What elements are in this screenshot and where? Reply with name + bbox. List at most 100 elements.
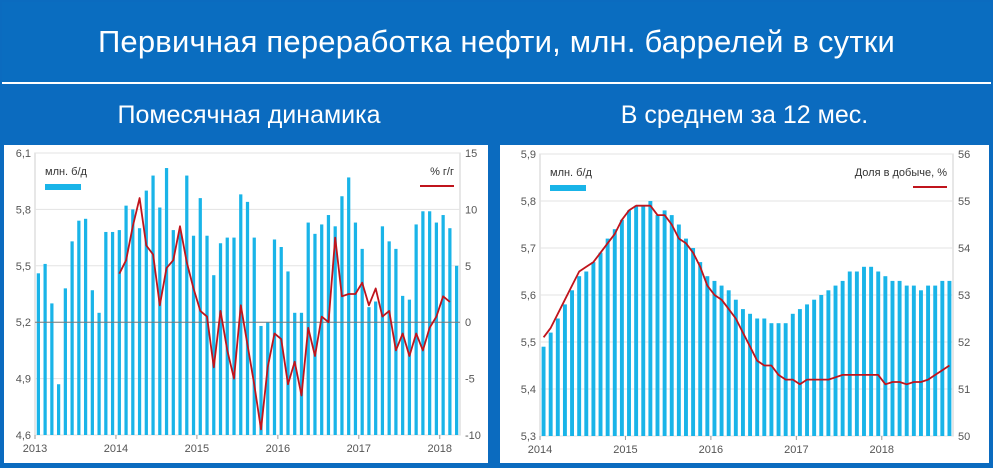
subtitle-monthly: Помесячная динамика bbox=[117, 100, 381, 129]
legend-bar-label: млн. б/д bbox=[550, 167, 593, 179]
bar bbox=[340, 196, 344, 435]
bar bbox=[904, 285, 909, 436]
y-left-tick-label: 6,1 bbox=[16, 148, 31, 160]
bar bbox=[63, 288, 67, 435]
bar bbox=[407, 299, 412, 435]
bar bbox=[320, 224, 324, 435]
bar bbox=[43, 263, 47, 435]
bar bbox=[353, 222, 358, 435]
bar bbox=[698, 262, 703, 436]
bar bbox=[293, 312, 297, 435]
bar bbox=[380, 226, 385, 435]
y-left-tick-label: 4,6 bbox=[16, 430, 31, 442]
average-chart-panel: 5,3 5,4 5,5 5,6 5,7 5,8 5,9 50 51 52 53 54 55 56 2014 2… bbox=[500, 145, 989, 463]
x-tick-label: 2015 bbox=[185, 443, 209, 455]
bar bbox=[90, 290, 94, 435]
bar bbox=[897, 280, 902, 436]
bar bbox=[313, 233, 317, 435]
bar bbox=[641, 205, 646, 436]
bar bbox=[83, 218, 88, 435]
bar bbox=[691, 248, 696, 436]
legend-line-label: % г/г bbox=[430, 166, 454, 178]
bar bbox=[918, 290, 923, 436]
y-right-tick-label: 15 bbox=[465, 148, 477, 160]
x-tick-label: 2013 bbox=[23, 443, 47, 455]
legend-line-label: Доля в добыче, % bbox=[855, 167, 947, 179]
x-tick-label: 2014 bbox=[528, 444, 552, 456]
bar bbox=[762, 318, 767, 436]
bar bbox=[940, 280, 945, 436]
bar bbox=[748, 313, 753, 436]
bar bbox=[212, 275, 216, 435]
bar bbox=[705, 276, 710, 436]
bar bbox=[326, 215, 331, 435]
y-left-tick-label: 5,6 bbox=[521, 290, 536, 302]
bar bbox=[627, 210, 631, 436]
bar bbox=[577, 276, 582, 436]
bar bbox=[387, 241, 391, 435]
bar bbox=[110, 231, 115, 435]
bar bbox=[669, 215, 674, 436]
average-chart: 5,3 5,4 5,5 5,6 5,7 5,8 5,9 50 51 52 53 54 55 56 2014 2… bbox=[521, 149, 971, 456]
bar bbox=[797, 309, 802, 436]
y-left-tick-label: 5,5 bbox=[16, 261, 31, 273]
bar bbox=[36, 273, 40, 435]
bar bbox=[584, 271, 589, 436]
bar bbox=[104, 231, 108, 435]
bar bbox=[869, 266, 874, 436]
bar bbox=[840, 280, 845, 436]
bar bbox=[191, 235, 196, 435]
bar bbox=[591, 262, 596, 436]
y-right-tick-label: 0 bbox=[465, 317, 471, 329]
bar bbox=[185, 175, 189, 435]
x-tick-label: 2018 bbox=[870, 444, 894, 456]
bar bbox=[655, 215, 660, 436]
y-right-tick-label: 50 bbox=[958, 431, 970, 443]
bar bbox=[854, 271, 859, 436]
bar bbox=[434, 222, 439, 435]
title-bar: Первичная переработка нефти, млн. баррел… bbox=[2, 2, 991, 84]
bar bbox=[548, 332, 553, 436]
y-left-tick-label: 5,7 bbox=[521, 243, 536, 255]
bar bbox=[648, 201, 653, 436]
bar bbox=[158, 207, 162, 435]
x-tick-label: 2015 bbox=[613, 444, 637, 456]
bar bbox=[137, 228, 142, 435]
bar bbox=[926, 285, 931, 436]
bar bbox=[259, 325, 263, 435]
bar bbox=[56, 384, 61, 435]
y-left-tick-label: 5,4 bbox=[521, 384, 536, 396]
monthly-chart-panel: 4,6 4,9 5,2 5,5 5,8 6,1 -10 -5 0 5 10 15 2013 2014 201… bbox=[4, 145, 488, 463]
bar bbox=[826, 290, 831, 436]
bar bbox=[740, 309, 745, 436]
bar bbox=[619, 219, 624, 436]
bar bbox=[555, 318, 560, 436]
bar bbox=[862, 266, 866, 436]
bar bbox=[876, 271, 881, 436]
y-right-tick-label: -5 bbox=[465, 374, 475, 386]
bar bbox=[890, 280, 895, 436]
y-left-tick-label: 5,9 bbox=[521, 149, 536, 161]
bar bbox=[333, 226, 337, 435]
bar bbox=[151, 175, 155, 435]
bar bbox=[733, 299, 738, 436]
y-left-tick-label: 5,2 bbox=[16, 317, 31, 329]
bar bbox=[286, 271, 290, 435]
bar bbox=[662, 210, 667, 436]
bar bbox=[805, 304, 809, 436]
bar bbox=[198, 198, 202, 435]
page-title: Первичная переработка нефти, млн. баррел… bbox=[97, 24, 896, 59]
bar bbox=[684, 238, 688, 436]
bar bbox=[171, 230, 175, 435]
bar bbox=[612, 229, 617, 436]
y-right-tick-label: 10 bbox=[465, 204, 477, 216]
bar bbox=[634, 205, 639, 436]
y-left-tick-label: 5,8 bbox=[16, 204, 31, 216]
bar bbox=[367, 307, 371, 435]
bar bbox=[124, 205, 128, 435]
y-left-tick-label: 5,5 bbox=[521, 337, 536, 349]
line-series bbox=[118, 197, 451, 431]
bar bbox=[50, 303, 54, 435]
bar bbox=[97, 312, 101, 435]
bar bbox=[755, 318, 760, 436]
